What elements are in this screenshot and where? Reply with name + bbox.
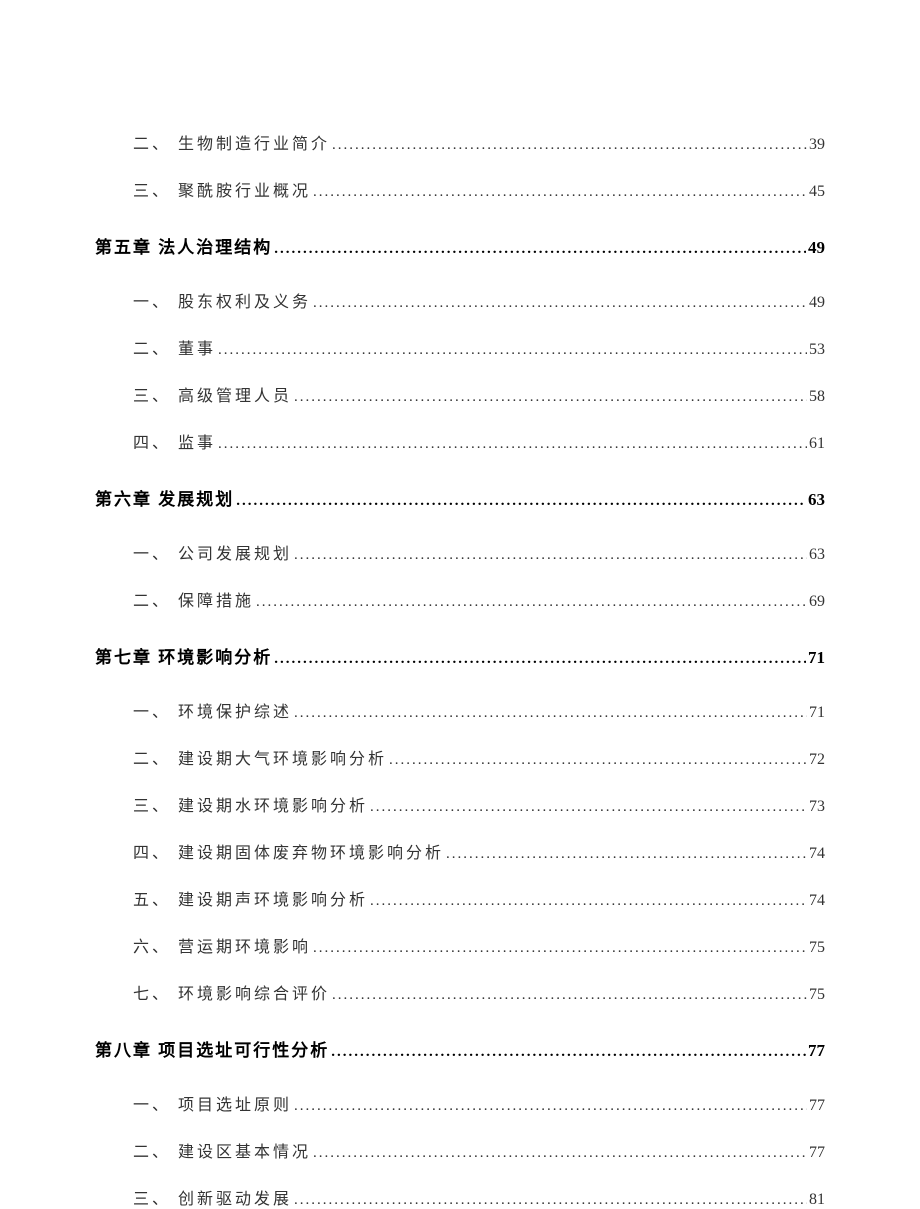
table-of-contents: 二、 生物制造行业简介 ............................… — [95, 130, 825, 1209]
toc-chapter-label: 第五章 法人治理结构 — [95, 233, 272, 258]
toc-leader-dots: ........................................… — [370, 893, 807, 910]
toc-label: 四、 监事 — [133, 429, 216, 453]
toc-leader-dots: ........................................… — [313, 940, 807, 957]
toc-entry: 三、 高级管理人员 ..............................… — [95, 382, 825, 406]
toc-label: 三、 高级管理人员 — [133, 382, 292, 406]
toc-entry: 二、 生物制造行业简介 ............................… — [95, 130, 825, 154]
toc-page-number: 53 — [809, 341, 825, 359]
toc-page-number: 71 — [809, 704, 825, 722]
toc-leader-dots: ........................................… — [294, 547, 807, 564]
toc-leader-dots: ........................................… — [332, 137, 807, 154]
toc-label: 三、 聚酰胺行业概况 — [133, 177, 311, 201]
toc-page-number: 75 — [809, 986, 825, 1004]
toc-chapter-entry: 第五章 法人治理结构 .............................… — [95, 233, 825, 258]
toc-entry: 三、 创新驱动发展 ..............................… — [95, 1185, 825, 1209]
toc-label: 三、 建设期水环境影响分析 — [133, 792, 368, 816]
toc-entry: 一、 环境保护综述 ..............................… — [95, 698, 825, 722]
toc-label: 二、 生物制造行业简介 — [133, 130, 330, 154]
toc-chapter-entry: 第七章 环境影响分析 .............................… — [95, 643, 825, 668]
toc-label: 六、 营运期环境影响 — [133, 933, 311, 957]
toc-page-number: 75 — [809, 939, 825, 957]
toc-leader-dots: ........................................… — [274, 241, 806, 258]
toc-leader-dots: ........................................… — [313, 184, 807, 201]
toc-label: 一、 项目选址原则 — [133, 1091, 292, 1115]
toc-leader-dots: ........................................… — [294, 1098, 807, 1115]
toc-leader-dots: ........................................… — [256, 594, 807, 611]
toc-entry: 六、 营运期环境影响 .............................… — [95, 933, 825, 957]
toc-chapter-label: 第七章 环境影响分析 — [95, 643, 272, 668]
toc-page-number: 49 — [809, 294, 825, 312]
toc-page-number: 39 — [809, 136, 825, 154]
toc-entry: 五、 建设期声环境影响分析 ..........................… — [95, 886, 825, 910]
toc-page-number: 73 — [809, 798, 825, 816]
toc-page-number: 74 — [809, 892, 825, 910]
toc-page-number: 61 — [809, 435, 825, 453]
toc-label: 二、 保障措施 — [133, 587, 254, 611]
toc-leader-dots: ........................................… — [313, 1145, 807, 1162]
toc-chapter-label: 第八章 项目选址可行性分析 — [95, 1036, 329, 1061]
toc-page-number: 63 — [808, 490, 825, 510]
toc-entry: 四、 监事 ..................................… — [95, 429, 825, 453]
toc-page-number: 71 — [808, 648, 825, 668]
toc-entry: 一、 项目选址原则 ..............................… — [95, 1091, 825, 1115]
toc-page-number: 81 — [809, 1191, 825, 1209]
toc-chapter-entry: 第六章 发展规划 ...............................… — [95, 485, 825, 510]
toc-entry: 二、 建设期大气环境影响分析 .........................… — [95, 745, 825, 769]
toc-leader-dots: ........................................… — [294, 1192, 807, 1209]
toc-label: 一、 公司发展规划 — [133, 540, 292, 564]
toc-leader-dots: ........................................… — [236, 493, 806, 510]
toc-leader-dots: ........................................… — [389, 752, 807, 769]
toc-page-number: 69 — [809, 593, 825, 611]
toc-page-number: 74 — [809, 845, 825, 863]
toc-leader-dots: ........................................… — [370, 799, 807, 816]
toc-leader-dots: ........................................… — [446, 846, 807, 863]
toc-page-number: 58 — [809, 388, 825, 406]
toc-label: 三、 创新驱动发展 — [133, 1185, 292, 1209]
toc-leader-dots: ........................................… — [294, 389, 807, 406]
toc-chapter-label: 第六章 发展规划 — [95, 485, 234, 510]
toc-page-number: 63 — [809, 546, 825, 564]
toc-label: 二、 建设区基本情况 — [133, 1138, 311, 1162]
toc-leader-dots: ........................................… — [274, 651, 806, 668]
toc-page-number: 45 — [809, 183, 825, 201]
toc-label: 五、 建设期声环境影响分析 — [133, 886, 368, 910]
toc-leader-dots: ........................................… — [313, 295, 807, 312]
toc-entry: 二、 董事 ..................................… — [95, 335, 825, 359]
toc-leader-dots: ........................................… — [332, 987, 807, 1004]
toc-entry: 四、 建设期固体废弃物环境影响分析 ......................… — [95, 839, 825, 863]
toc-chapter-entry: 第八章 项目选址可行性分析 ..........................… — [95, 1036, 825, 1061]
toc-page-number: 77 — [808, 1041, 825, 1061]
toc-entry: 二、 建设区基本情况 .............................… — [95, 1138, 825, 1162]
toc-label: 四、 建设期固体废弃物环境影响分析 — [133, 839, 444, 863]
toc-leader-dots: ........................................… — [218, 342, 807, 359]
toc-entry: 一、 股东权利及义务 .............................… — [95, 288, 825, 312]
toc-entry: 七、 环境影响综合评价 ............................… — [95, 980, 825, 1004]
toc-label: 七、 环境影响综合评价 — [133, 980, 330, 1004]
toc-entry: 三、 建设期水环境影响分析 ..........................… — [95, 792, 825, 816]
toc-leader-dots: ........................................… — [294, 705, 807, 722]
toc-entry: 三、 聚酰胺行业概况 .............................… — [95, 177, 825, 201]
toc-page-number: 77 — [809, 1097, 825, 1115]
toc-page-number: 77 — [809, 1144, 825, 1162]
toc-page-number: 49 — [808, 238, 825, 258]
toc-label: 一、 股东权利及义务 — [133, 288, 311, 312]
toc-label: 二、 董事 — [133, 335, 216, 359]
toc-entry: 二、 保障措施 ................................… — [95, 587, 825, 611]
toc-label: 一、 环境保护综述 — [133, 698, 292, 722]
toc-leader-dots: ........................................… — [331, 1044, 806, 1061]
toc-entry: 一、 公司发展规划 ..............................… — [95, 540, 825, 564]
toc-leader-dots: ........................................… — [218, 436, 807, 453]
toc-page-number: 72 — [809, 751, 825, 769]
toc-label: 二、 建设期大气环境影响分析 — [133, 745, 387, 769]
